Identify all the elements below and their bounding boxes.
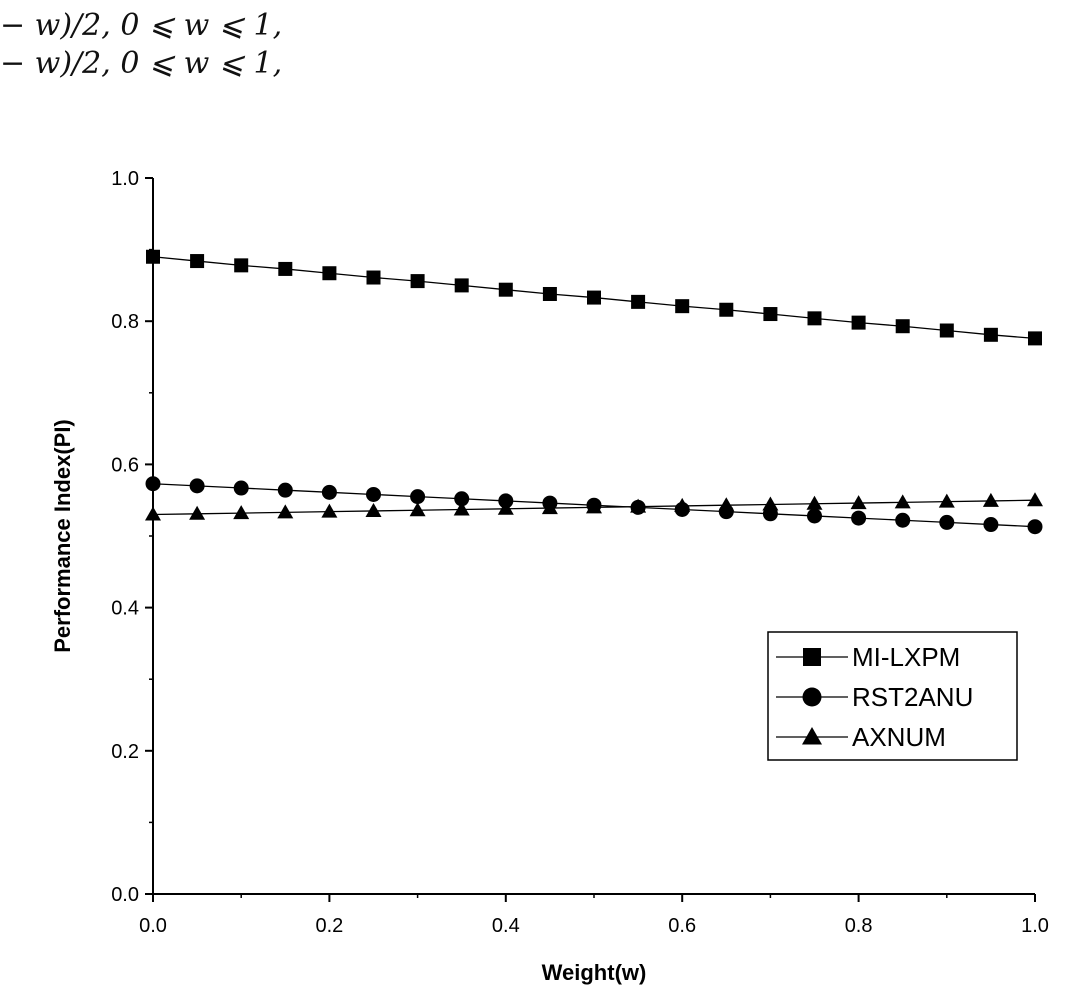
data-point <box>454 278 469 293</box>
y-tick-label: 0.8 <box>111 311 139 333</box>
data-point <box>366 270 381 285</box>
data-point <box>410 274 425 289</box>
data-point <box>190 254 205 269</box>
data-point <box>939 323 954 338</box>
data-point <box>145 506 161 521</box>
data-point <box>719 302 734 317</box>
data-point <box>674 497 691 512</box>
legend-item-mi-lxpm: MI-LXPM <box>776 642 960 672</box>
data-point <box>365 502 382 517</box>
data-point <box>587 290 601 305</box>
data-point <box>542 286 557 301</box>
series-layer <box>145 249 1043 535</box>
data-point <box>278 261 293 276</box>
data-point <box>189 478 205 494</box>
legend-item-axnum: AXNUM <box>776 722 946 752</box>
data-point <box>454 491 470 507</box>
data-point <box>277 504 294 519</box>
data-point <box>763 307 778 322</box>
legend-marker <box>802 727 822 745</box>
data-point <box>277 482 293 498</box>
data-point <box>498 282 513 297</box>
data-point <box>146 249 160 264</box>
data-point <box>807 311 822 326</box>
data-point <box>322 266 337 281</box>
data-point <box>1027 492 1043 507</box>
y-tick-label: 0.0 <box>111 884 139 906</box>
data-point <box>675 299 690 314</box>
data-point <box>983 517 999 533</box>
data-point <box>234 258 249 273</box>
series-mi-lxpm <box>146 249 1042 346</box>
data-point <box>189 505 206 520</box>
data-point <box>145 476 161 492</box>
legend-marker <box>803 648 821 666</box>
data-point <box>410 489 426 505</box>
y-tick-label: 1.0 <box>111 168 139 190</box>
legend-label: MI-LXPM <box>852 642 960 672</box>
data-point <box>497 500 514 515</box>
x-tick-label: 0.8 <box>845 915 873 937</box>
y-tick-label: 0.2 <box>111 741 139 763</box>
data-point <box>453 501 470 516</box>
equation-line-1: − w)/2, 0 ⩽ w ⩽ 1, <box>0 8 283 43</box>
data-point <box>851 510 867 526</box>
data-point <box>895 319 910 334</box>
x-tick-label: 0.6 <box>668 915 696 937</box>
axes: 0.0 0.2 0.4 0.6 0.8 1.0 0.0 0.2 0.4 0.6 0.8 1.0 <box>111 168 1049 937</box>
y-tick-label: 0.6 <box>111 454 139 476</box>
x-axis-title: Weight(w) <box>542 960 647 985</box>
equation-line-2: − w)/2, 0 ⩽ w ⩽ 1, <box>0 46 283 81</box>
data-point <box>718 497 735 512</box>
data-point <box>1027 519 1043 535</box>
x-tick-label: 0.2 <box>315 915 343 937</box>
data-point <box>631 294 646 309</box>
data-point <box>321 484 337 500</box>
data-point <box>321 503 338 518</box>
data-point <box>762 496 779 511</box>
x-tick-label: 0.0 <box>139 915 167 937</box>
data-point <box>233 480 249 496</box>
y-axis-title: Performance Index(PI) <box>50 419 75 653</box>
legend: MI-LXPM RST2ANU AXNUM <box>767 631 1018 761</box>
data-point <box>541 500 558 515</box>
legend-label: AXNUM <box>852 722 946 752</box>
data-point <box>366 486 381 502</box>
data-point <box>982 492 999 507</box>
data-point <box>850 495 867 510</box>
legend-marker <box>802 687 822 707</box>
data-point <box>939 514 955 530</box>
x-tick-label: 0.4 <box>492 915 520 937</box>
data-point <box>586 499 602 514</box>
data-point <box>630 498 647 513</box>
data-point <box>806 495 823 510</box>
data-point <box>894 494 911 509</box>
data-point <box>409 502 426 517</box>
data-point <box>233 505 250 520</box>
y-tick-label: 0.4 <box>111 598 139 620</box>
x-tick-label: 1.0 <box>1021 915 1049 937</box>
legend-item-rst2anu: RST2ANU <box>776 682 973 712</box>
legend-label: RST2ANU <box>852 682 973 712</box>
data-point <box>938 493 955 508</box>
data-point <box>851 315 866 330</box>
series-axnum <box>145 492 1043 521</box>
data-point <box>807 508 822 524</box>
data-point <box>1028 331 1042 346</box>
data-point <box>983 327 998 342</box>
data-point <box>895 512 911 528</box>
